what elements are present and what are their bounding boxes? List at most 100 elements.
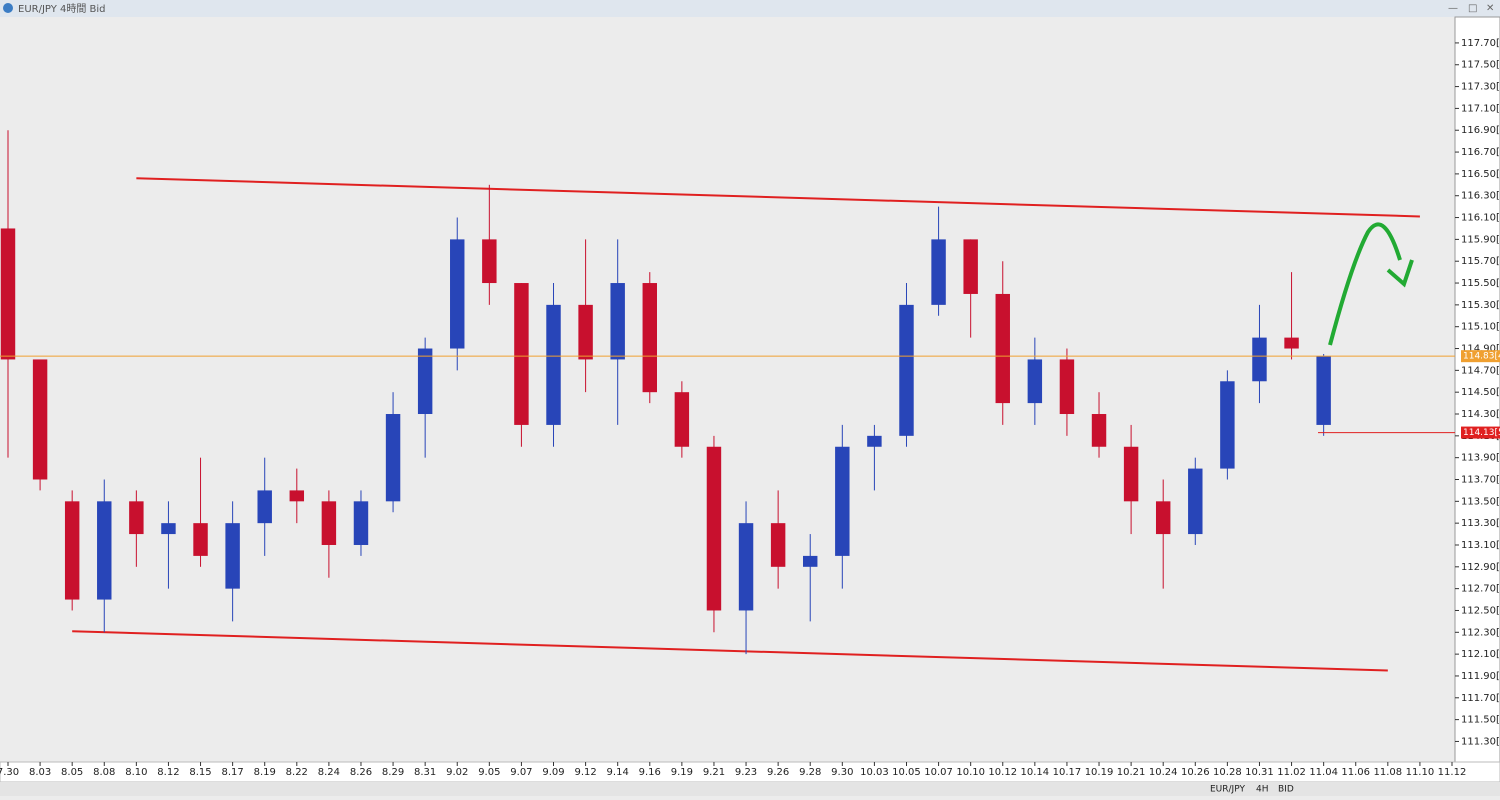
x-tick-label: 9.23	[735, 767, 757, 778]
price-label-bg	[1461, 350, 1500, 363]
x-tick-label: 10.21	[1117, 767, 1146, 778]
candle-body	[931, 239, 946, 305]
x-tick-label: 8.22	[286, 767, 308, 778]
candle-body	[32, 359, 48, 480]
x-tick-label: 10.31	[1245, 767, 1274, 778]
candle-body	[161, 523, 176, 535]
x-tick-label: 10.26	[1181, 767, 1210, 778]
period-select[interactable]: 4H	[1256, 785, 1269, 795]
y-tick-label: 113.70[0	[1461, 474, 1500, 485]
close-button[interactable]: ✕	[1486, 3, 1494, 14]
x-tick-label: 7.30	[0, 767, 19, 778]
candle-body	[450, 239, 465, 349]
candle-body	[1091, 414, 1107, 447]
candle-body	[97, 501, 112, 600]
candle-body	[514, 283, 529, 425]
x-tick-label: 11.10	[1406, 767, 1435, 778]
price-label-bg	[1461, 426, 1500, 439]
x-tick-label: 10.17	[1053, 767, 1082, 778]
candle-body	[225, 523, 240, 589]
x-tick-label: 9.28	[799, 767, 821, 778]
candle-body	[289, 490, 305, 502]
x-tick-label: 8.31	[414, 767, 436, 778]
plot-area	[0, 17, 1455, 762]
candle-body	[1252, 337, 1267, 382]
y-tick-label: 117.50[0	[1461, 60, 1500, 71]
candle-body	[1123, 446, 1139, 502]
price-axis	[1454, 16, 1500, 763]
y-tick-label: 115.10[0	[1461, 322, 1500, 333]
x-tick-label: 8.05	[61, 767, 83, 778]
y-tick-label: 117.10[0	[1461, 103, 1500, 114]
app-icon	[3, 3, 13, 13]
y-tick-label: 112.10[0	[1461, 649, 1500, 660]
x-tick-label: 8.29	[382, 767, 404, 778]
x-tick-label: 10.03	[860, 767, 889, 778]
title-bar	[0, 0, 1500, 17]
candle-body	[64, 501, 80, 600]
x-tick-label: 9.16	[639, 767, 661, 778]
candle-body	[770, 523, 786, 567]
x-tick-label: 10.07	[924, 767, 953, 778]
maximize-button[interactable]: □	[1468, 3, 1477, 14]
candle-body	[129, 501, 144, 535]
y-tick-label: 117.30[0	[1461, 82, 1500, 93]
x-tick-label: 11.12	[1438, 767, 1467, 778]
x-tick-label: 8.19	[254, 767, 276, 778]
candle-body	[835, 446, 850, 556]
x-tick-label: 9.09	[542, 767, 564, 778]
x-tick-label: 8.26	[350, 767, 372, 778]
x-tick-label: 10.14	[1021, 767, 1050, 778]
price-label: 114.13[5	[1463, 428, 1500, 438]
y-tick-label: 112.90[0	[1461, 562, 1500, 573]
x-tick-label: 8.24	[318, 767, 340, 778]
price-label: 114.83[4	[1463, 352, 1500, 362]
candle-body	[1059, 359, 1075, 415]
x-tick-label: 9.14	[607, 767, 629, 778]
minimize-button[interactable]: —	[1448, 3, 1458, 14]
x-tick-label: 8.12	[157, 767, 179, 778]
x-tick-label: 9.21	[703, 767, 725, 778]
candle-body	[1284, 337, 1299, 349]
window-title: EUR/JPY 4時間 Bid	[18, 3, 106, 15]
x-tick-label: 9.26	[767, 767, 789, 778]
x-tick-label: 10.24	[1149, 767, 1178, 778]
y-tick-label: 115.50[0	[1461, 278, 1500, 289]
candle-body	[674, 392, 690, 447]
y-tick-label: 113.10[0	[1461, 540, 1500, 551]
candle-body	[1316, 356, 1331, 425]
y-tick-label: 114.70[0	[1461, 365, 1500, 376]
y-tick-label: 116.30[0	[1461, 191, 1500, 202]
y-tick-label: 111.30[0	[1461, 736, 1500, 747]
candle-body	[1188, 468, 1203, 535]
price-type-select[interactable]: BID	[1278, 785, 1294, 795]
x-tick-label: 10.28	[1213, 767, 1242, 778]
x-tick-label: 9.02	[446, 767, 468, 778]
y-tick-label: 112.30[0	[1461, 627, 1500, 638]
y-tick-label: 113.50[0	[1461, 496, 1500, 507]
forecast-arrow	[1328, 222, 1402, 346]
symbol-select[interactable]: EUR/JPY	[1210, 785, 1245, 795]
y-tick-label: 117.70[0	[1461, 38, 1500, 49]
y-tick-label: 116.70[0	[1461, 147, 1500, 158]
candle-body	[963, 239, 978, 294]
plot: 117.70[0 117.50[0 117.30[0 117.10[0 116.90[0…	[0, 38, 1500, 778]
x-tick-label: 11.08	[1374, 767, 1403, 778]
candle-body	[482, 239, 497, 284]
y-tick-label: 116.90[0	[1461, 125, 1500, 136]
y-tick-label: 113.90[0	[1461, 453, 1500, 464]
candle-body	[1027, 359, 1043, 404]
y-tick-label: 112.50[0	[1461, 605, 1500, 616]
x-tick-label: 9.19	[671, 767, 693, 778]
y-tick-label: 114.30[0	[1461, 409, 1500, 420]
status-bar	[0, 782, 1500, 796]
x-tick-label: 8.10	[125, 767, 147, 778]
candle-body	[0, 228, 16, 360]
x-tick-label: 8.15	[189, 767, 211, 778]
forecast-arrow-head	[1386, 259, 1414, 288]
x-tick-label: 8.03	[29, 767, 51, 778]
candle-body	[578, 304, 593, 360]
x-tick-label: 9.30	[831, 767, 853, 778]
